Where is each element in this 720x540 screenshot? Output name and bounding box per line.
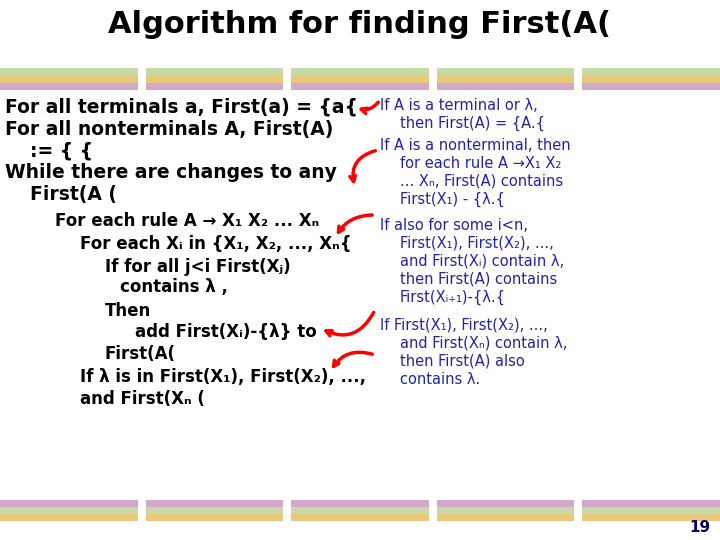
Text: for each rule A →X₁ X₂: for each rule A →X₁ X₂ (400, 156, 562, 171)
Text: For all nonterminals A, First(A): For all nonterminals A, First(A) (5, 120, 333, 139)
Bar (291, 514, 429, 521)
Bar (291, 507, 429, 514)
Bar (582, 76, 720, 83)
Text: and First(Xₙ (: and First(Xₙ ( (80, 390, 205, 408)
Bar (145, 83, 283, 90)
Bar (582, 68, 720, 76)
Bar (291, 83, 429, 90)
Text: For each Xᵢ in {X₁, X₂, ..., Xₙ{: For each Xᵢ in {X₁, X₂, ..., Xₙ{ (80, 235, 351, 253)
Text: ... Xₙ, First(A) contains: ... Xₙ, First(A) contains (400, 174, 563, 189)
Bar (0, 76, 138, 83)
Text: add First(Xᵢ)-{λ} to: add First(Xᵢ)-{λ} to (135, 323, 317, 341)
Bar (291, 68, 429, 76)
Text: First(X₁) - {λ.{: First(X₁) - {λ.{ (400, 192, 505, 207)
Text: Then: Then (105, 302, 151, 320)
Bar (145, 507, 283, 514)
Bar (0, 68, 138, 76)
Text: and First(Xₙ) contain λ,: and First(Xₙ) contain λ, (400, 336, 567, 351)
Text: For all terminals a, First(a) = {a{: For all terminals a, First(a) = {a{ (5, 98, 358, 117)
Bar (0, 500, 138, 507)
Text: First(A (: First(A ( (30, 185, 117, 204)
Text: contains λ ,: contains λ , (120, 278, 228, 296)
Text: If A is a nonterminal, then: If A is a nonterminal, then (380, 138, 571, 153)
Bar (582, 514, 720, 521)
Text: then First(A) also: then First(A) also (400, 354, 525, 369)
Bar (437, 500, 575, 507)
Text: First(A(: First(A( (105, 345, 176, 363)
Bar (291, 500, 429, 507)
Text: First(X₁), First(X₂), ...,: First(X₁), First(X₂), ..., (400, 236, 554, 251)
Bar (145, 68, 283, 76)
Text: contains λ.: contains λ. (400, 372, 480, 387)
Bar (145, 500, 283, 507)
Text: First(Xᵢ₊₁)-{λ.{: First(Xᵢ₊₁)-{λ.{ (400, 290, 506, 305)
Text: then First(A) = {A.{: then First(A) = {A.{ (400, 116, 545, 131)
Bar (437, 68, 575, 76)
Bar (437, 76, 575, 83)
Text: If λ is in First(X₁), First(X₂), ...,: If λ is in First(X₁), First(X₂), ..., (80, 368, 366, 386)
Bar (145, 514, 283, 521)
Bar (582, 507, 720, 514)
Text: and First(Xᵢ) contain λ,: and First(Xᵢ) contain λ, (400, 254, 564, 269)
Bar (0, 83, 138, 90)
Bar (291, 76, 429, 83)
Text: For each rule A → X₁ X₂ ... Xₙ: For each rule A → X₁ X₂ ... Xₙ (55, 212, 319, 230)
Text: 19: 19 (689, 520, 710, 535)
Text: If also for some i<n,: If also for some i<n, (380, 218, 528, 233)
Bar (437, 514, 575, 521)
Text: := { {: := { { (30, 142, 93, 161)
Text: While there are changes to any: While there are changes to any (5, 163, 337, 182)
Bar (0, 507, 138, 514)
Bar (437, 83, 575, 90)
Text: If First(X₁), First(X₂), ...,: If First(X₁), First(X₂), ..., (380, 318, 548, 333)
Bar (582, 83, 720, 90)
Bar (437, 507, 575, 514)
Bar (0, 514, 138, 521)
Text: then First(A) contains: then First(A) contains (400, 272, 557, 287)
Text: If A is a terminal or λ,: If A is a terminal or λ, (380, 98, 538, 113)
Text: If for all j<i First(Xⱼ): If for all j<i First(Xⱼ) (105, 258, 291, 276)
Bar (145, 76, 283, 83)
Bar (582, 500, 720, 507)
Text: Algorithm for finding First(A(: Algorithm for finding First(A( (109, 10, 611, 39)
